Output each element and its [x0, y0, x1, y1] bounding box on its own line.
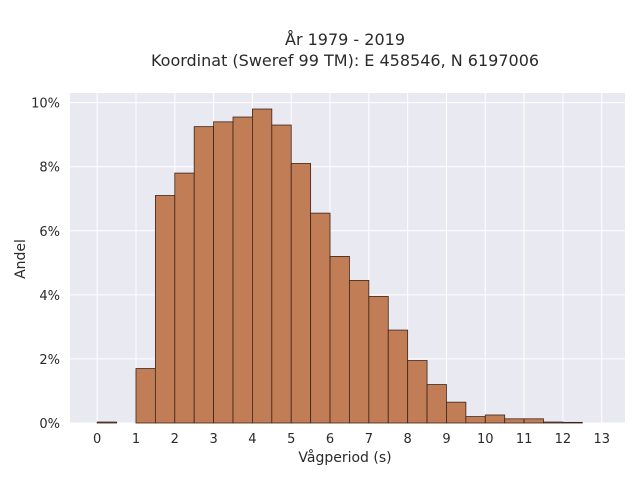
x-tick-label: 2: [171, 432, 179, 447]
histogram-bar: [504, 418, 525, 424]
x-tick-label: 12: [555, 432, 572, 447]
x-tick-label: 10: [477, 432, 494, 447]
y-tick-label: 8%: [39, 161, 60, 176]
x-tick-label: 3: [209, 432, 217, 447]
histogram-bar: [329, 255, 350, 424]
histogram-bar: [154, 195, 176, 424]
histogram-bar: [523, 418, 544, 424]
histogram-bar: [135, 368, 156, 424]
histogram-bar: [543, 421, 564, 424]
y-tick-label: 6%: [39, 225, 60, 240]
x-tick-label: 5: [287, 432, 295, 447]
y-tick-label: 2%: [39, 353, 60, 368]
histogram-bar: [213, 121, 234, 424]
x-tick-label: 4: [248, 432, 256, 447]
y-tick-label: 10%: [31, 97, 60, 112]
x-axis-ticks: 0 1 2 3 4 5 6 7 8 9 10 11 12 13: [93, 432, 610, 447]
chart-title-line2: Koordinat (Sweref 99 TM): E 458546, N 61…: [151, 51, 539, 70]
y-axis-label: Andel: [13, 239, 29, 279]
x-tick-label: 6: [326, 432, 334, 447]
y-axis-ticks: 0% 2% 4% 6% 8% 10%: [31, 97, 60, 432]
histogram-bar: [290, 163, 312, 424]
histogram-bar: [271, 124, 292, 424]
histogram-bar: [484, 414, 506, 424]
x-tick-label: 0: [93, 432, 101, 447]
histogram-bar: [426, 384, 447, 424]
histogram-bar: [232, 116, 253, 424]
y-tick-label: 0%: [39, 417, 60, 432]
histogram-bar: [562, 421, 583, 424]
y-tick-label: 4%: [39, 289, 60, 304]
x-tick-label: 11: [516, 432, 533, 447]
histogram-bar: [387, 329, 409, 424]
chart-title-line1: År 1979 - 2019: [285, 30, 405, 49]
x-tick-label: 9: [442, 432, 450, 447]
histogram-bar: [407, 360, 428, 424]
x-tick-label: 7: [365, 432, 373, 447]
x-tick-label: 8: [404, 432, 412, 447]
histogram-bar: [252, 108, 273, 424]
histogram-bar: [446, 401, 467, 424]
histogram-bar: [174, 172, 195, 424]
x-tick-label: 1: [132, 432, 140, 447]
x-tick-label: 13: [593, 432, 610, 447]
histogram-bar: [465, 416, 486, 424]
bars: [96, 108, 583, 424]
x-axis-label: Vågperiod (s): [298, 449, 391, 466]
histogram-bar: [96, 421, 117, 424]
histogram-bar: [193, 126, 215, 424]
histogram-bar: [349, 280, 370, 424]
histogram-bar: [368, 296, 389, 424]
histogram-bar: [310, 212, 331, 424]
